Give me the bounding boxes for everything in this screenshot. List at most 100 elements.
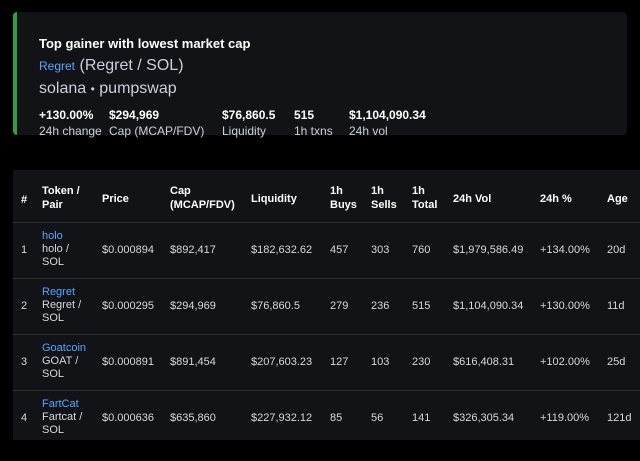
- row-price: $0.000636: [102, 412, 154, 424]
- row-pct: +102.00%: [540, 356, 590, 368]
- row-vol: $1,104,090.34: [453, 300, 524, 312]
- header-liquidity: Liquidity: [251, 193, 297, 205]
- row-buys: 279: [330, 300, 349, 312]
- stat-value: $294,969: [109, 108, 160, 122]
- row-buys: 85: [330, 412, 343, 424]
- stat-value: +130.00%: [39, 108, 94, 122]
- stat-cap: $294,969 Cap (MCAP/FDV): [109, 108, 204, 138]
- row-cap: $891,454: [170, 356, 216, 368]
- row-token: holo holo / SOL: [42, 229, 69, 269]
- row-total: 515: [412, 300, 431, 312]
- row-liquidity: $227,932.12: [251, 412, 313, 424]
- token-pair: (Regret / SOL): [79, 57, 184, 74]
- row-pct: +119.00%: [540, 412, 590, 424]
- token-link[interactable]: FartCat: [42, 398, 79, 410]
- row-buys: 457: [330, 244, 349, 256]
- row-total: 141: [412, 412, 431, 424]
- separator-dot: •: [90, 82, 95, 96]
- row-divider: [13, 390, 640, 391]
- token-pair: GOAT /: [42, 355, 79, 367]
- accent-bar: [13, 12, 17, 135]
- table-row[interactable]: 3 Goatcoin GOAT / SOL $0.000891 $891,454…: [13, 335, 640, 390]
- row-price: $0.000295: [102, 300, 154, 312]
- row-sells: 103: [371, 356, 390, 368]
- row-total: 760: [412, 244, 431, 256]
- token-link[interactable]: holo: [42, 230, 63, 242]
- chain-name: solana: [39, 80, 87, 97]
- header-rank: #: [21, 194, 28, 206]
- row-age: 20d: [607, 244, 626, 256]
- token-pair: Fartcat /: [42, 411, 83, 423]
- row-liquidity: $182,632.62: [251, 244, 313, 256]
- row-cap: $294,969: [170, 300, 216, 312]
- token-quote: SOL: [42, 424, 65, 436]
- row-rank: 3: [21, 356, 28, 368]
- chain-line: solana • pumpswap: [39, 80, 177, 98]
- row-rank: 2: [21, 300, 28, 312]
- stat-value: 515: [294, 108, 315, 122]
- token-link[interactable]: Regret: [42, 286, 76, 298]
- row-sells: 236: [371, 300, 390, 312]
- header-price: Price: [102, 193, 129, 205]
- table-row[interactable]: 4 FartCat Fartcat / SOL $0.000636 $635,8…: [13, 391, 640, 446]
- header-1h-buys: 1h Buys: [330, 185, 357, 211]
- stat-value: $76,860.5: [222, 108, 276, 122]
- token-quote: SOL: [42, 256, 65, 268]
- row-buys: 127: [330, 356, 349, 368]
- header-token: Token / Pair: [42, 185, 80, 211]
- row-age: 11d: [607, 300, 625, 312]
- row-pct: +130.00%: [540, 300, 590, 312]
- table-row[interactable]: 1 holo holo / SOL $0.000894 $892,417 $18…: [13, 223, 640, 278]
- token-line: Regret (Regret / SOL): [39, 57, 184, 75]
- header-24h-pct: 24h %: [540, 193, 572, 205]
- stat-label: 24h vol: [349, 124, 388, 138]
- header-cap: Cap (MCAP/FDV): [170, 185, 235, 211]
- row-vol: $1,979,586.49: [453, 244, 524, 256]
- top-gainer-card: Top gainer with lowest market cap Regret…: [13, 12, 627, 138]
- row-divider: [13, 334, 640, 335]
- stat-24h-vol: $1,104,090.34 24h vol: [349, 108, 426, 138]
- token-pair: holo /: [42, 243, 69, 255]
- stat-24h-change: +130.00% 24h change: [39, 108, 102, 138]
- row-age: 121d: [607, 412, 632, 424]
- stat-value: $1,104,090.34: [349, 108, 426, 122]
- header-age: Age: [607, 193, 628, 205]
- row-cap: $635,860: [170, 412, 216, 424]
- row-token: FartCat Fartcat / SOL: [42, 397, 82, 437]
- gainers-table: # Token / Pair Price Cap (MCAP/FDV) Liqu…: [13, 170, 640, 440]
- table-row[interactable]: 2 Regret Regret / SOL $0.000295 $294,969…: [13, 279, 640, 334]
- header-1h-total: 1h Total: [412, 185, 438, 211]
- stat-1h-txns: 515 1h txns: [294, 108, 333, 138]
- stat-label: Liquidity: [222, 124, 267, 138]
- header-1h-sells: 1h Sells: [371, 185, 397, 211]
- token-quote: SOL: [42, 368, 65, 380]
- stat-label: 24h change: [39, 124, 102, 138]
- row-price: $0.000894: [102, 244, 154, 256]
- row-divider: [13, 278, 640, 279]
- token-quote: SOL: [42, 312, 65, 324]
- token-pair: Regret /: [42, 299, 82, 311]
- token-link[interactable]: Goatcoin: [42, 342, 87, 354]
- stat-label: Cap (MCAP/FDV): [109, 124, 205, 138]
- token-link[interactable]: Regret: [39, 59, 76, 73]
- row-sells: 303: [371, 244, 390, 256]
- row-age: 25d: [607, 356, 626, 368]
- row-token: Goatcoin GOAT / SOL: [42, 341, 86, 381]
- row-rank: 1: [21, 244, 28, 256]
- header-divider: [13, 222, 640, 223]
- row-sells: 56: [371, 412, 384, 424]
- row-liquidity: $76,860.5: [251, 300, 300, 312]
- header-24h-vol: 24h Vol: [453, 193, 492, 205]
- stat-liquidity: $76,860.5 Liquidity: [222, 108, 275, 138]
- row-price: $0.000891: [102, 356, 154, 368]
- row-vol: $326,305.34: [453, 412, 515, 424]
- row-liquidity: $207,603.23: [251, 356, 313, 368]
- row-rank: 4: [21, 412, 28, 424]
- stat-label: 1h txns: [294, 124, 333, 138]
- row-total: 230: [412, 356, 431, 368]
- row-pct: +134.00%: [540, 244, 590, 256]
- card-title: Top gainer with lowest market cap: [39, 36, 251, 51]
- dex-name: pumpswap: [99, 80, 177, 97]
- row-token: Regret Regret / SOL: [42, 285, 81, 325]
- row-vol: $616,408.31: [453, 356, 515, 368]
